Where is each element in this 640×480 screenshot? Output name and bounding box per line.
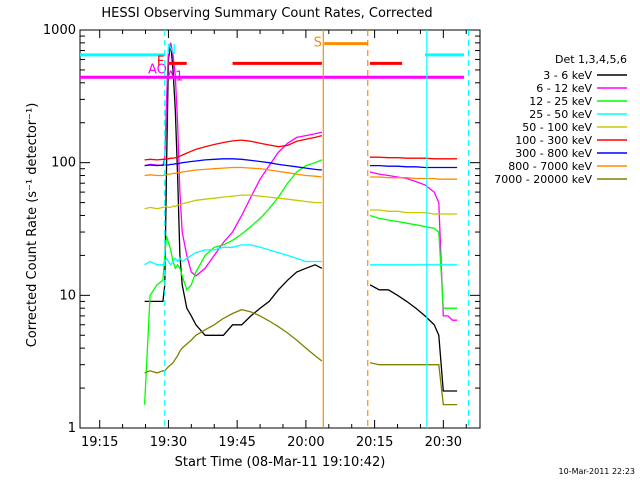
series-line-6 (144, 158, 458, 171)
legend-label-5: 100 - 300 keV (515, 134, 592, 147)
flag-label-s: S (314, 36, 322, 51)
x-tick-label: 20:15 (356, 435, 393, 450)
chart-title-group: HESSI Observing Summary Count Rates, Cor… (101, 6, 432, 21)
chart-title: HESSI Observing Summary Count Rates, Cor… (101, 6, 432, 21)
y-tick-label: 10 (59, 288, 76, 303)
legend-label-4: 50 - 100 keV (522, 121, 592, 134)
y-axis-label: Corrected Count Rate (s⁻¹ detector⁻¹) (25, 103, 40, 348)
plot-frame (79, 29, 481, 429)
legend-label-3: 25 - 50 keV (529, 108, 592, 121)
flag-label-ao: AO (148, 62, 167, 77)
series-line-5 (144, 134, 458, 161)
series-line-4 (144, 194, 458, 215)
vertical-lines-group (164, 30, 470, 428)
x-tick-label: 19:45 (218, 435, 255, 450)
flag-label-n: N (166, 43, 176, 58)
legend-label-8: 7000 - 20000 keV (494, 173, 592, 186)
legend-label-0: 3 - 6 keV (543, 69, 592, 82)
y-tick-label: 1 (68, 421, 76, 436)
legend-label-1: 6 - 12 keV (536, 82, 592, 95)
series-line-8 (144, 308, 458, 406)
series-line-0 (144, 42, 458, 392)
flag-label-f: F (157, 54, 164, 69)
series-line-1 (144, 42, 458, 321)
y-tick-label: 100 (51, 156, 76, 171)
axes-group: 1 10 100 1000 19:15 19:30 19:45 20:00 20:15 20:30 (43, 23, 480, 450)
y-tick-label: 1000 (43, 23, 76, 38)
flags-group: F S N AO A1 (80, 36, 464, 84)
legend-label-7: 800 - 7000 keV (508, 160, 592, 173)
series-line-2 (143, 159, 458, 405)
series-line-7 (144, 166, 458, 180)
x-axis-label: Start Time (08-Mar-11 19:10:42) (175, 455, 386, 470)
legend-label-2: 12 - 25 keV (529, 95, 592, 108)
x-tick-label: 19:15 (81, 435, 118, 450)
flag-label-a1: A1 (166, 69, 183, 84)
x-tick-label: 19:30 (150, 435, 187, 450)
x-tick-label: 20:00 (287, 435, 324, 450)
footer-timestamp: 10-Mar-2011 22:23 (559, 467, 636, 476)
series-line-3 (144, 244, 458, 266)
x-tick-label: 20:30 (425, 435, 462, 450)
legend-label-6: 300 - 800 keV (515, 147, 592, 160)
series-group (143, 42, 458, 406)
legend-title: Det 1,3,4,5,6 (555, 53, 627, 66)
plot-border (79, 29, 481, 429)
